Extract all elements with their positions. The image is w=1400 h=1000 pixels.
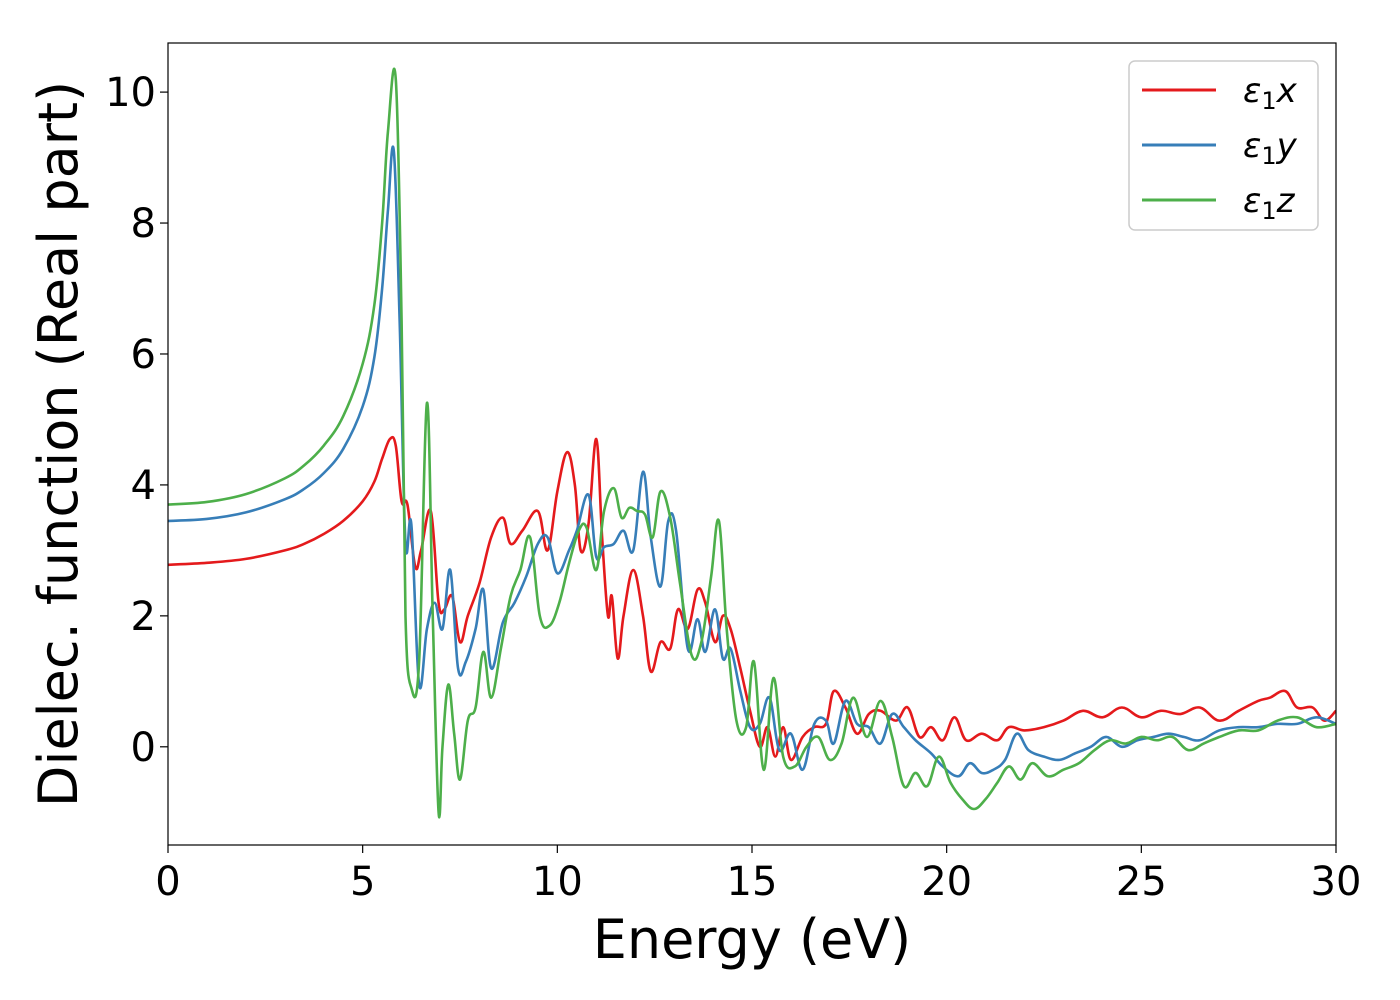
y-tick-label: 2: [131, 594, 156, 640]
x-axis-title: Energy (eV): [593, 908, 912, 971]
x-tick-label: 25: [1116, 859, 1167, 905]
y-axis: 0 2 4 6 8 10: [105, 70, 168, 771]
series-line-y: [168, 145, 1336, 778]
x-tick-label: 20: [921, 859, 972, 905]
legend-label-y: ε1y: [1243, 126, 1298, 170]
x-tick-label: 15: [727, 859, 778, 905]
series-line-z: [168, 67, 1336, 819]
y-tick-label: 10: [105, 70, 156, 116]
legend: ε1x ε1y ε1z: [1128, 60, 1319, 231]
y-axis-title: Dielec. function (Real part): [27, 81, 90, 807]
y-tick-label: 8: [131, 201, 156, 247]
x-axis: 0 5 10 15 20 25 30: [155, 845, 1361, 905]
legend-frame: [1128, 60, 1319, 231]
legend-label-z: ε1z: [1243, 181, 1296, 225]
legend-label-x: ε1x: [1243, 71, 1298, 115]
series-layer: [168, 67, 1336, 819]
x-tick-label: 0: [155, 859, 180, 905]
y-tick-label: 4: [131, 463, 156, 509]
x-tick-label: 10: [532, 859, 583, 905]
x-tick-label: 30: [1311, 859, 1362, 905]
x-tick-label: 5: [350, 859, 375, 905]
y-tick-label: 0: [131, 725, 156, 771]
y-tick-label: 6: [131, 332, 156, 378]
